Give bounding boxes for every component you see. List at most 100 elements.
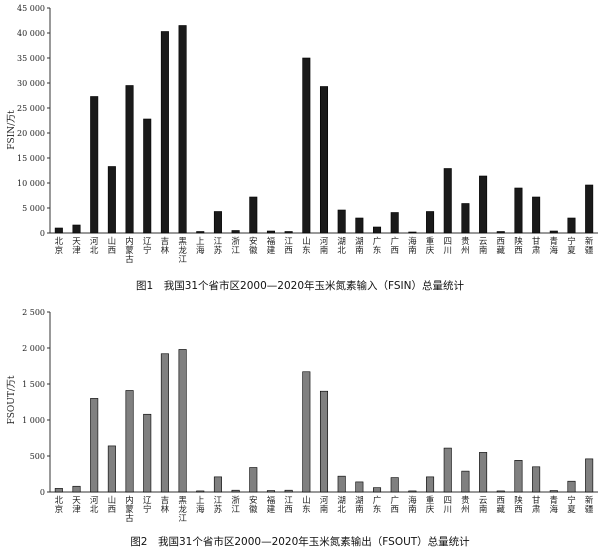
fig1-category-label-30: 宁夏 [567,236,576,256]
fig1-bar-14 [284,231,293,234]
fig2-category-label-11: 浙江 [231,495,240,515]
fig2-bar-31 [585,458,594,493]
fig2-category-label-3: 河北 [90,495,99,515]
fig2-y-tick-label: 2 500 [22,308,45,317]
fig2-bar-5 [125,390,134,493]
fig2-bar-28 [532,466,541,493]
fig2-bar-17 [337,475,346,493]
fig1-bar-2 [72,224,81,234]
fig2-bar-18 [355,481,364,493]
fig1-bar-4 [107,166,116,234]
fig1-category-label-21: 海南 [408,236,417,256]
fig2-category-label-4: 山西 [108,495,117,515]
fig2-bar-23 [443,447,452,493]
fig1-bar-11 [231,230,240,234]
fig1-bar-21 [408,231,417,234]
fig2-bar-6 [143,413,152,493]
fig1-category-label-11: 浙江 [231,236,240,256]
fig1-bar-17 [337,209,346,234]
fig2-axes: 0 500 1 000 1 500 2 000 2 500 北京天津河北山西内蒙古辽宁吉林黑… [22,308,598,524]
fig1-y-tick-label: 25 000 [17,104,45,113]
fig1-category-label-2: 天津 [72,237,81,256]
fig1-y-tick-label: 45 000 [17,4,45,13]
fig1-bar-15 [302,57,311,234]
fig2-bar-24 [461,470,470,493]
fig1-category-label-4: 山西 [108,236,117,256]
fig1-category-label-28: 甘肃 [532,236,541,256]
fig1-category-label-8: 黑龙江 [178,237,187,265]
fig1-category-label-25: 云南 [479,237,488,256]
figure-1-fsin-chart: 0 5 000 10 000 15 000 20 000 25 000 30 000 35 0… [7,4,598,292]
fig2-category-label-10: 江苏 [214,496,223,515]
fig2-bar-14 [284,489,293,493]
fig1-category-label-23: 四川 [443,237,452,256]
fig1-category-label-15: 山东 [302,236,311,256]
fig1-bar-29 [549,230,558,234]
fig2-bar-29 [549,490,558,493]
fig2-bar-25 [479,452,488,493]
fig2-bar-15 [302,371,311,493]
fig2-bar-12 [249,467,258,493]
fig2-bar-26 [496,490,505,493]
fig1-category-label-27: 陕西 [514,236,523,256]
fig2-category-label-17: 湖北 [337,496,346,515]
fig1-category-label-6: 辽宁 [143,237,152,256]
fig1-bar-19 [373,226,382,234]
fig1-bars [54,25,594,234]
fig2-category-label-2: 天津 [72,496,81,515]
fig2-bar-16 [319,390,329,493]
fig1-axes: 0 5 000 10 000 15 000 20 000 25 000 30 000 35 0… [17,4,598,265]
fig1-bar-20 [390,212,399,234]
fig1-bar-12 [249,196,258,234]
fig2-bar-3 [90,398,99,493]
fig2-category-label-25: 云南 [479,496,488,515]
fig2-bar-13 [266,490,275,493]
fig1-category-label-10: 江苏 [214,237,223,256]
fig1-y-tick-label: 20 000 [17,129,45,138]
fig1-bar-9 [196,231,205,234]
fig2-y-tick-label: 0 [40,488,45,497]
fig1-bar-27 [514,187,523,234]
fig1-caption: 图1 我国31个省市区2000—2020年玉米氮素输入（FSIN）总量统计 [136,279,464,292]
fig1-bar-26 [496,231,505,234]
fig2-category-label-20: 广西 [390,495,399,515]
fig1-category-label-14: 江西 [284,237,293,256]
fig1-category-label-26: 西藏 [497,237,506,256]
fig1-category-label-1: 北京 [55,237,64,256]
fig2-bar-4 [107,445,116,493]
fig2-bar-1 [54,488,63,493]
fig1-bar-3 [90,96,99,234]
fig1-category-label-9: 上海 [196,237,205,256]
fig2-bar-2 [72,485,81,493]
fig1-bar-10 [213,211,222,234]
fig1-category-label-20: 广西 [390,236,399,256]
fig2-category-label-16: 河南 [320,495,329,515]
fig1-bar-23 [443,168,452,234]
fig2-category-label-22: 重庆 [426,495,435,515]
fig2-category-label-13: 福建 [267,495,276,515]
fig2-bar-20 [390,477,399,493]
fig2-category-label-28: 甘肃 [532,495,541,515]
fig1-bar-13 [266,230,275,234]
fig2-bar-30 [567,480,576,493]
fig1-bar-28 [532,196,541,234]
fig2-category-label-6: 辽宁 [143,496,152,515]
fig2-bar-8 [178,349,187,493]
fig2-category-label-30: 宁夏 [567,495,576,515]
fig2-category-label-12: 安徽 [249,495,258,515]
fig1-category-label-22: 重庆 [426,236,435,256]
fig2-y-tick-label: 2 000 [22,344,45,353]
fig1-bar-22 [426,211,435,234]
fig2-y-tick-label: 1 000 [22,416,45,425]
fig2-bar-27 [514,460,523,493]
fig2-category-label-24: 贵州 [461,495,470,515]
fig2-caption: 图2 我国31个省市区2000—2020年玉米氮素输出（FSOUT）总量统计 [130,535,470,548]
fig1-y-axis-label: FSIN/万t [7,110,17,150]
fig2-category-label-27: 陕西 [514,495,523,515]
fig1-bar-7 [160,31,169,234]
fig2-y-axis-label: FSOUT/万t [7,375,17,424]
fig2-category-label-21: 海南 [408,495,417,515]
fig1-bar-25 [479,175,488,234]
fig2-bar-22 [426,476,435,493]
fig1-category-label-31: 新疆 [585,236,594,256]
